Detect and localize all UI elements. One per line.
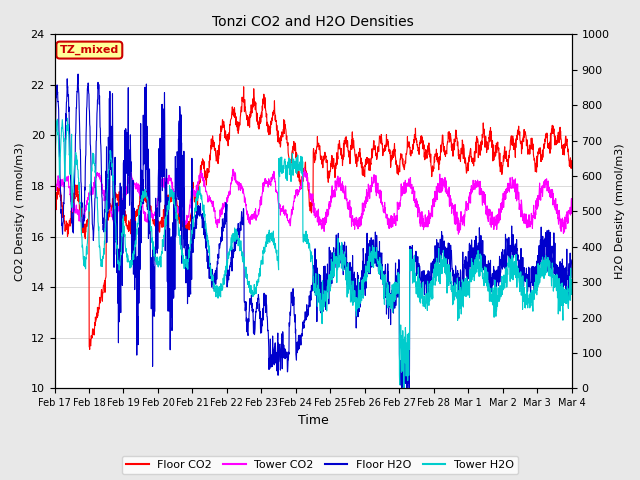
Floor CO2 bbox=[240, 84, 248, 90]
Tower H2O bbox=[63, 115, 71, 121]
Title: Tonzi CO2 and H2O Densities: Tonzi CO2 and H2O Densities bbox=[212, 15, 414, 29]
Floor H2O bbox=[553, 266, 561, 272]
Tower CO2 bbox=[454, 231, 462, 237]
Floor CO2 bbox=[553, 139, 561, 145]
Floor H2O bbox=[458, 289, 466, 295]
Floor H2O bbox=[289, 293, 296, 299]
Tower H2O bbox=[553, 288, 561, 294]
Tower CO2 bbox=[77, 219, 84, 225]
Tower H2O bbox=[554, 273, 561, 278]
Line: Tower CO2: Tower CO2 bbox=[54, 168, 572, 234]
Tower CO2 bbox=[289, 210, 296, 216]
Floor CO2 bbox=[458, 137, 466, 143]
Tower H2O bbox=[289, 156, 296, 162]
Floor H2O bbox=[398, 385, 406, 391]
Y-axis label: CO2 Density ( mmol/m3): CO2 Density ( mmol/m3) bbox=[15, 142, 25, 281]
Floor CO2 bbox=[289, 151, 297, 157]
Floor H2O bbox=[51, 162, 58, 168]
Floor H2O bbox=[568, 257, 575, 263]
Tower CO2 bbox=[553, 209, 561, 215]
Floor H2O bbox=[74, 71, 82, 77]
Floor H2O bbox=[303, 316, 310, 322]
Floor H2O bbox=[77, 181, 85, 187]
Tower H2O bbox=[458, 277, 466, 283]
Tower H2O bbox=[568, 287, 575, 293]
Floor CO2 bbox=[86, 347, 93, 352]
Floor H2O bbox=[554, 263, 561, 268]
Line: Floor H2O: Floor H2O bbox=[54, 74, 572, 388]
Floor CO2 bbox=[77, 210, 84, 216]
Floor CO2 bbox=[303, 171, 310, 177]
Tower H2O bbox=[400, 385, 408, 391]
Line: Floor CO2: Floor CO2 bbox=[54, 87, 572, 349]
Legend: Floor CO2, Tower CO2, Floor H2O, Tower H2O: Floor CO2, Tower CO2, Floor H2O, Tower H… bbox=[122, 456, 518, 474]
X-axis label: Time: Time bbox=[298, 414, 328, 427]
Tower CO2 bbox=[568, 211, 575, 216]
Tower CO2 bbox=[51, 197, 58, 203]
Floor CO2 bbox=[554, 138, 561, 144]
Tower H2O bbox=[303, 230, 310, 236]
Tower H2O bbox=[51, 174, 58, 180]
Tower CO2 bbox=[301, 166, 308, 171]
Tower CO2 bbox=[458, 217, 466, 223]
Tower CO2 bbox=[303, 171, 310, 177]
Tower H2O bbox=[77, 224, 85, 229]
Y-axis label: H2O Density (mmol/m3): H2O Density (mmol/m3) bbox=[615, 144, 625, 279]
Floor CO2 bbox=[568, 158, 575, 164]
Tower CO2 bbox=[554, 202, 561, 207]
Floor CO2 bbox=[51, 213, 58, 218]
Text: TZ_mixed: TZ_mixed bbox=[60, 45, 119, 55]
Line: Tower H2O: Tower H2O bbox=[54, 118, 572, 388]
